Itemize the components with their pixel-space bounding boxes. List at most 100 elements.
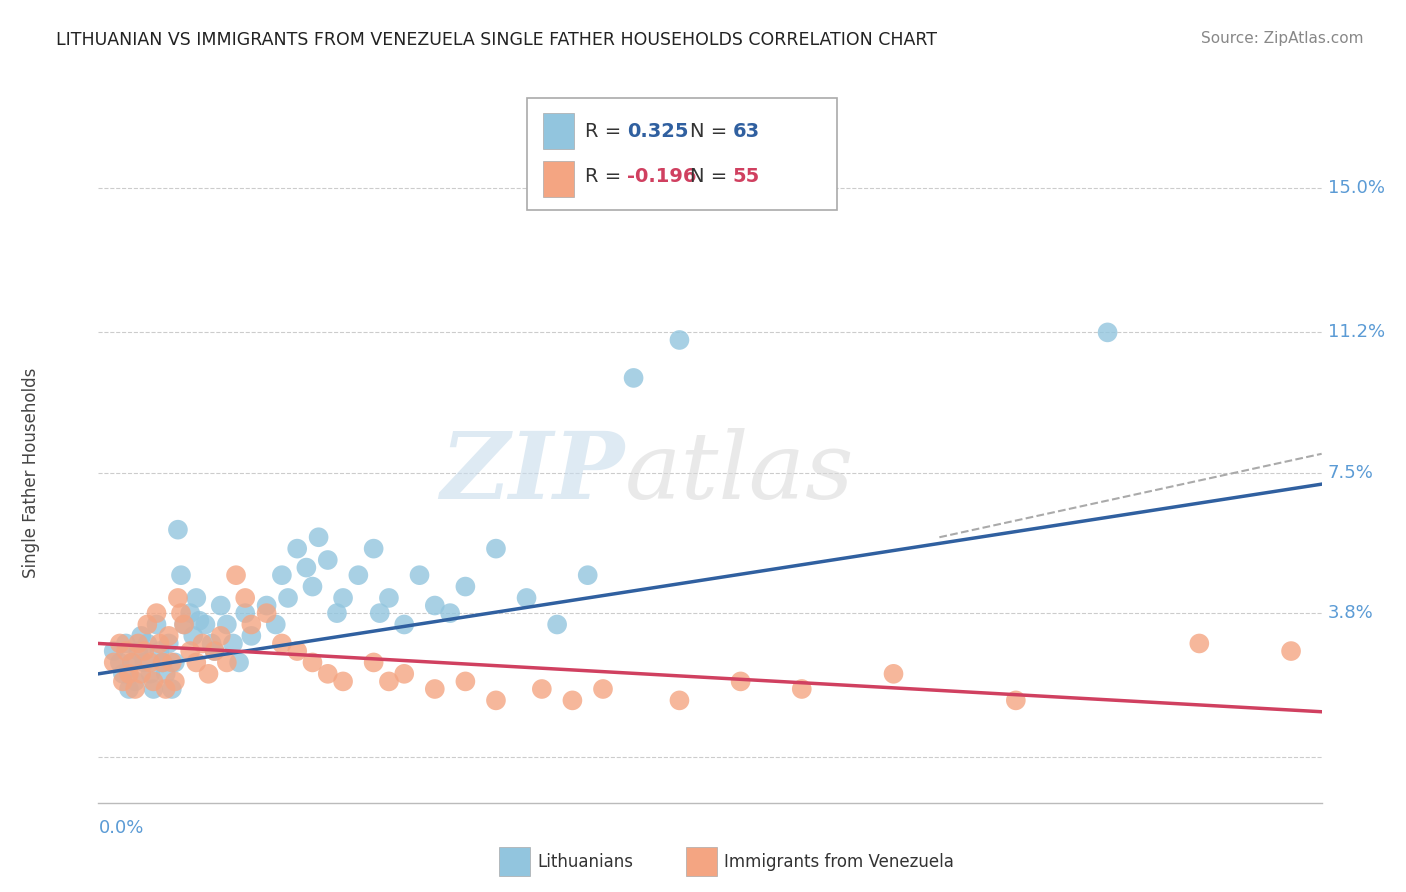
Point xyxy=(240,629,263,643)
Text: -0.196: -0.196 xyxy=(627,167,696,186)
Point xyxy=(308,530,330,544)
Point xyxy=(149,644,172,658)
Point xyxy=(256,606,278,620)
Point xyxy=(155,681,177,696)
Text: 11.2%: 11.2% xyxy=(1327,324,1385,342)
Point xyxy=(423,599,446,613)
Point xyxy=(285,644,308,658)
Point xyxy=(204,644,226,658)
Text: N =: N = xyxy=(690,122,734,141)
Point xyxy=(115,644,138,658)
Point xyxy=(155,666,177,681)
Point xyxy=(157,636,180,650)
Point xyxy=(623,371,645,385)
Point xyxy=(516,591,538,605)
Point xyxy=(111,674,134,689)
Point xyxy=(127,636,149,650)
Point xyxy=(222,636,245,650)
Point xyxy=(546,617,568,632)
Point xyxy=(285,541,308,556)
Point xyxy=(576,568,599,582)
Point xyxy=(136,636,159,650)
Text: Source: ZipAtlas.com: Source: ZipAtlas.com xyxy=(1201,31,1364,46)
Point xyxy=(326,606,349,620)
Point xyxy=(134,644,156,658)
Point xyxy=(129,666,152,681)
Point xyxy=(668,693,690,707)
Text: R =: R = xyxy=(585,167,627,186)
Point xyxy=(170,606,193,620)
Point xyxy=(1004,693,1026,707)
Point xyxy=(139,666,162,681)
Point xyxy=(173,617,195,632)
Point xyxy=(485,693,508,707)
Point xyxy=(115,636,138,650)
Point xyxy=(256,599,278,613)
Point xyxy=(142,674,165,689)
Point xyxy=(160,656,183,670)
Point xyxy=(121,656,143,670)
Text: LITHUANIAN VS IMMIGRANTS FROM VENEZUELA SINGLE FATHER HOUSEHOLDS CORRELATION CHA: LITHUANIAN VS IMMIGRANTS FROM VENEZUELA … xyxy=(56,31,938,49)
Text: 0.0%: 0.0% xyxy=(98,819,143,838)
Point xyxy=(127,644,149,658)
Point xyxy=(136,617,159,632)
Point xyxy=(149,636,172,650)
Point xyxy=(142,681,165,696)
Point xyxy=(439,606,461,620)
Point xyxy=(121,656,143,670)
Text: N =: N = xyxy=(690,167,734,186)
Text: atlas: atlas xyxy=(624,428,853,517)
Point xyxy=(103,656,125,670)
Point xyxy=(167,591,190,605)
Point xyxy=(530,681,553,696)
Point xyxy=(561,693,583,707)
Point xyxy=(157,629,180,643)
Point xyxy=(225,568,247,582)
Point xyxy=(204,644,226,658)
Point xyxy=(108,656,131,670)
Text: 15.0%: 15.0% xyxy=(1327,179,1385,197)
Point xyxy=(118,666,141,681)
Point xyxy=(1188,636,1211,650)
Point xyxy=(129,629,152,643)
Point xyxy=(134,656,156,670)
Point xyxy=(228,656,250,670)
Point xyxy=(301,656,323,670)
Point xyxy=(200,636,222,650)
Point xyxy=(363,541,385,556)
Text: R =: R = xyxy=(585,122,627,141)
Point xyxy=(392,617,416,632)
Point xyxy=(233,606,256,620)
Point xyxy=(316,666,339,681)
Point xyxy=(186,591,208,605)
Point xyxy=(194,617,217,632)
Point xyxy=(378,674,401,689)
Point xyxy=(277,591,299,605)
Text: Immigrants from Venezuela: Immigrants from Venezuela xyxy=(724,853,953,871)
Point xyxy=(378,591,401,605)
Text: 0.325: 0.325 xyxy=(627,122,689,141)
Point xyxy=(485,541,508,556)
Point xyxy=(118,681,141,696)
Point xyxy=(883,666,905,681)
Point xyxy=(301,580,323,594)
Point xyxy=(173,617,195,632)
Point xyxy=(454,674,477,689)
Point xyxy=(408,568,430,582)
Point xyxy=(124,681,146,696)
Point xyxy=(179,606,201,620)
Point xyxy=(363,656,385,670)
Point xyxy=(197,666,219,681)
Point xyxy=(179,644,201,658)
Point xyxy=(209,599,232,613)
Text: 3.8%: 3.8% xyxy=(1327,604,1374,622)
Point xyxy=(423,681,446,696)
Point xyxy=(139,656,162,670)
Point xyxy=(186,656,208,670)
Point xyxy=(163,656,186,670)
Point xyxy=(1279,644,1302,658)
Text: 55: 55 xyxy=(733,167,759,186)
Point xyxy=(188,614,211,628)
Point xyxy=(233,591,256,605)
Point xyxy=(215,617,238,632)
